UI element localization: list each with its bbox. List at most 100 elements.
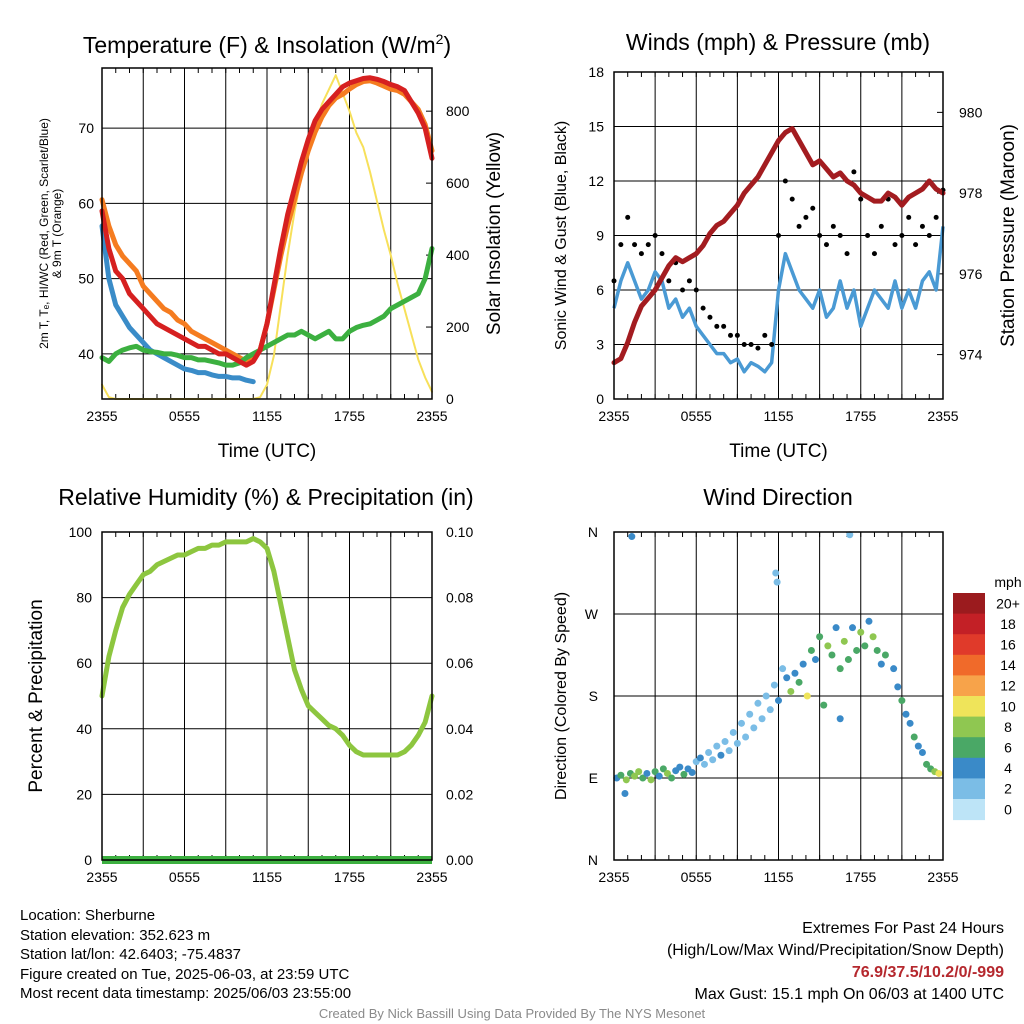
wind-direction-point [663, 769, 671, 777]
winds-chart-title: Winds (mph) & Pressure (mb) [626, 29, 930, 55]
gust-point [844, 251, 850, 257]
gust-point [858, 196, 864, 202]
x-tick-label: 2355 [416, 408, 447, 424]
y2-tick-label: 0 [446, 391, 454, 407]
colorbar-swatch [953, 654, 985, 676]
wind-direction-point [865, 617, 873, 625]
extremes-values: 76.9/37.5/10.2/0/-999 [851, 964, 1004, 981]
wind-direction-point [639, 774, 647, 782]
x-tick-label: 2355 [927, 408, 958, 424]
wind-direction-point [807, 646, 815, 654]
wind-direction-point [635, 768, 643, 776]
y2-tick-label: 800 [446, 103, 470, 119]
wind-direction-point [828, 651, 836, 659]
y2-tick-label: 0.10 [446, 524, 473, 540]
wind-direction-point [622, 776, 630, 784]
gust-point [645, 242, 651, 248]
y-tick-label: 6 [596, 282, 604, 298]
y-tick-label: 0 [84, 852, 92, 868]
wind-direction-point [617, 771, 625, 779]
wind-direction-point [881, 651, 889, 659]
wind-direction-point [791, 669, 799, 677]
recent-data-timestamp: Most recent data timestamp: 2025/06/03 2… [20, 985, 352, 1003]
colorbar-label: 6 [1004, 740, 1012, 756]
y2-tick-label: 978 [959, 185, 983, 201]
wind-direction-point [651, 768, 659, 776]
y-tick-label: 20 [76, 786, 92, 802]
wind-direction-point [733, 739, 741, 747]
gust-point [686, 278, 692, 284]
gust-point [762, 332, 768, 338]
wind-direction-point [750, 724, 758, 732]
colorbar-label: 4 [1004, 760, 1012, 776]
y2-tick-label: 400 [446, 247, 470, 263]
y-axis-label-line: 2m T, Tₑ, HI/WC (Red, Green, Scarlet/Blu… [37, 118, 51, 349]
gust-point [776, 233, 781, 238]
gust-point [721, 323, 727, 329]
wind-direction-point [621, 789, 629, 797]
colorbar-swatch [953, 716, 985, 738]
y-tick-label: 18 [588, 64, 604, 80]
x-tick-label: 2355 [598, 869, 629, 885]
wind-direction-point [721, 738, 729, 746]
y-tick-label: 15 [588, 119, 604, 135]
temp-series-line [99, 75, 435, 368]
wind-direction-point [647, 776, 655, 784]
wind-direction-point [824, 642, 832, 650]
y2-tick-label: 0.06 [446, 655, 473, 671]
x-tick-label: 1755 [845, 869, 876, 885]
temperature-insolation-panel: Temperature (F) & Insolation (W/m2) 2355… [37, 31, 505, 462]
wind-direction-point [762, 692, 770, 700]
y2-axis-label: Station Pressure (Maroon) [998, 124, 1019, 347]
plot-frame [613, 71, 944, 400]
colorbar-label: 10 [1000, 698, 1016, 714]
y2-tick-label: 0.08 [446, 590, 473, 606]
gust-point [659, 251, 665, 257]
wind-direction-point [816, 633, 824, 641]
y-tick-label: 0 [596, 391, 604, 407]
x-tick-label: 1755 [845, 408, 876, 424]
colorbar-label: 0 [1004, 801, 1012, 817]
wind-direction-point [754, 699, 762, 707]
wind-direction-point [836, 665, 844, 673]
wind-direction-point [631, 772, 639, 780]
wind-direction-point [700, 760, 708, 768]
x-tick-label: 0555 [169, 869, 200, 885]
colorbar-title: mph [994, 574, 1021, 590]
x-tick-label: 0555 [681, 408, 712, 424]
colorbar-label: 2 [1004, 781, 1012, 797]
gust-point [837, 233, 843, 238]
gust-point [913, 242, 919, 248]
y2-axis-label: Solar Insolation (Yellow) [484, 132, 505, 335]
y-tick-label: 40 [76, 721, 92, 737]
station-latlon: Station lat/lon: 42.6403; -75.4837 [20, 946, 242, 964]
x-tick-label: 1155 [252, 869, 282, 885]
pressure-series-line [611, 126, 946, 366]
wind-direction-point [853, 646, 861, 654]
x-tick-label: 2355 [86, 869, 117, 885]
y2-tick-label: 0.02 [446, 786, 473, 802]
wind-direction-point [709, 756, 717, 764]
wind-direction-point [890, 665, 898, 673]
wind-direction-point [773, 578, 781, 586]
wind-direction-point [717, 751, 725, 759]
wind-direction-point [795, 678, 803, 686]
wind-direction-point [705, 748, 713, 756]
humidity-precip-panel: Relative Humidity (%) & Precipitation (i… [26, 484, 474, 885]
y-tick-label: E [589, 770, 598, 786]
y-tick-label: 40 [78, 346, 94, 362]
y-tick-label: S [589, 688, 598, 704]
wind-direction-point [775, 697, 782, 705]
extremes-description: (High/Low/Max Wind/Precipitation/Snow De… [666, 942, 1004, 959]
station-elevation: Station elevation: 352.623 m [20, 926, 211, 944]
gust-point [851, 169, 857, 175]
y-tick-label: W [585, 606, 599, 622]
wind-direction-point [783, 674, 791, 682]
wind-series-line [612, 226, 945, 374]
gust-point [707, 314, 713, 320]
x-tick-label: 1155 [763, 869, 793, 885]
colorbar-swatch [953, 675, 985, 697]
y-axis-label: Percent & Precipitation [26, 599, 47, 792]
y-tick-label: 60 [76, 655, 92, 671]
wind-direction-point [869, 633, 877, 641]
